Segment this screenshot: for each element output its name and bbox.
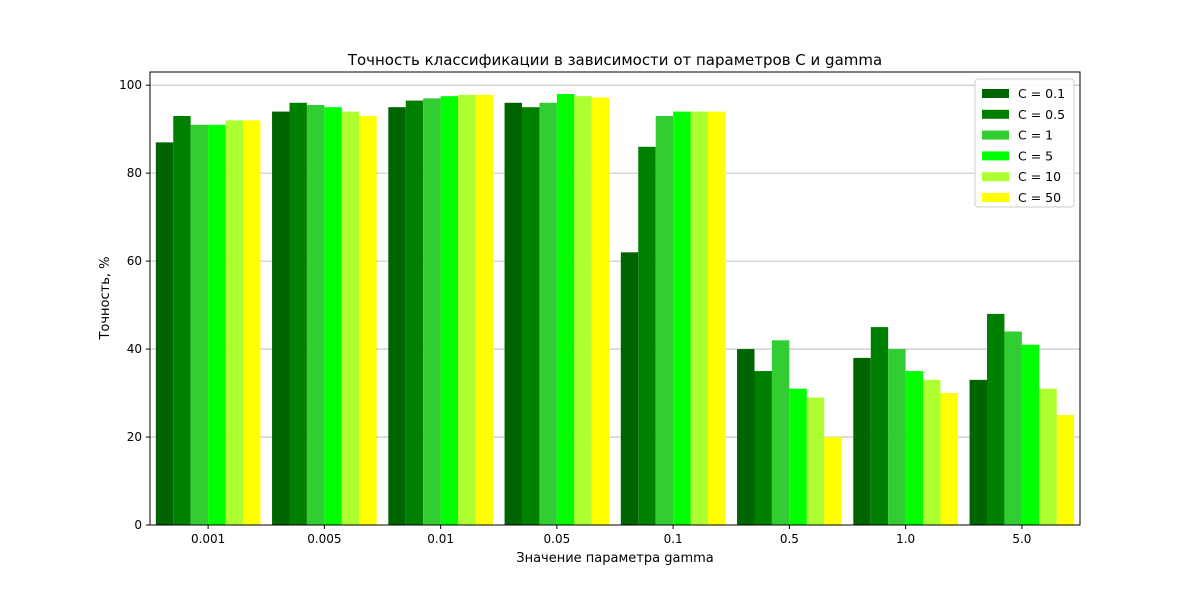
bar-0.1-series-1	[638, 146, 656, 526]
bar-0.001-series-5	[243, 120, 261, 526]
bar-0.5-series-2	[771, 340, 790, 525]
chart-title: Точность классификации в зависимости от …	[347, 51, 882, 69]
bar-0.05-series-4	[574, 96, 592, 525]
x-axis-label: Значение параметра gamma	[516, 551, 713, 566]
bar-1.0-series-4	[923, 379, 941, 525]
y-axis-label: Точность, %	[98, 256, 113, 340]
legend-label-2: C = 1	[1018, 128, 1053, 143]
legend: C = 0.1 C = 0.5 C = 1 C = 5 C = 10 C = 50	[974, 78, 1075, 208]
bar-0.01-series-4	[458, 94, 476, 525]
bar-0.5-series-5	[824, 437, 842, 525]
bar-0.5-series-1	[754, 371, 772, 525]
bar-0.1-series-3	[673, 111, 691, 526]
bar-5.0-series-5	[1056, 415, 1075, 525]
legend-swatch-3	[982, 151, 1009, 161]
x-axis: 0.001 0.005 0.01 0.05 0.1 0.5 1.0 5.0	[191, 525, 1031, 546]
bar-0.01-series-3	[440, 96, 459, 525]
y-axis: 0 20 40 60 80 100	[119, 78, 150, 532]
bar-0.05-series-0	[504, 102, 522, 525]
bar-0.001-series-3	[208, 124, 226, 525]
plot-frame	[149, 71, 1081, 526]
bar-0.01-series-5	[475, 94, 493, 525]
bar-0.01-series-2	[423, 98, 441, 525]
bar-0.005-series-3	[324, 107, 342, 526]
bar-1.0-series-2	[888, 349, 906, 525]
bar-0.5-series-3	[789, 388, 807, 525]
bar-0.005-series-5	[359, 115, 377, 525]
y-tick-label-3: 60	[127, 254, 142, 268]
bar-0.005-series-2	[306, 104, 325, 525]
bar-0.01-series-0	[388, 107, 406, 526]
legend-label-3: C = 5	[1018, 148, 1053, 163]
bar-0.1-series-0	[620, 252, 639, 526]
bar-0.5-series-4	[806, 397, 825, 525]
y-tick-label-5: 100	[119, 78, 142, 92]
bar-1.0-series-1	[870, 327, 889, 525]
bar-0.05-series-1	[522, 107, 540, 526]
legend-swatch-2	[982, 130, 1009, 140]
y-tick-label-0: 0	[134, 518, 142, 532]
x-tick-label-1: 0.005	[307, 532, 341, 546]
x-tick-label-3: 0.05	[544, 532, 571, 546]
bar-0.1-series-4	[690, 111, 708, 526]
legend-label-1: C = 0.5	[1018, 107, 1065, 122]
y-tick-label-1: 20	[127, 430, 142, 444]
x-tick-label-4: 0.1	[664, 532, 683, 546]
y-tick-label-4: 80	[127, 166, 142, 180]
x-tick-label-6: 1.0	[896, 532, 915, 546]
x-tick-label-5: 0.5	[780, 532, 799, 546]
bar-0.05-series-3	[556, 93, 575, 525]
bar-0.001-series-4	[225, 120, 243, 526]
legend-label-5: C = 50	[1018, 190, 1061, 205]
legend-swatch-0	[982, 89, 1009, 98]
bar-5.0-series-3	[1021, 344, 1040, 525]
bar-5.0-series-4	[1039, 388, 1057, 525]
y-tick-label-2: 40	[127, 342, 142, 356]
bar-0.1-series-5	[708, 111, 726, 526]
bar-0.005-series-0	[272, 111, 290, 526]
bar-5.0-series-2	[1004, 331, 1022, 525]
legend-swatch-4	[982, 172, 1009, 182]
bar-0.001-series-2	[190, 124, 209, 525]
x-tick-label-2: 0.01	[427, 532, 454, 546]
bar-0.005-series-4	[341, 111, 360, 526]
legend-label-4: C = 10	[1018, 169, 1061, 184]
bar-5.0-series-0	[969, 379, 987, 525]
bar-0.05-series-2	[539, 102, 557, 525]
bar-0.001-series-0	[155, 142, 174, 525]
bar-0.05-series-5	[591, 97, 610, 526]
bar-0.01-series-1	[405, 100, 424, 526]
bar-1.0-series-5	[940, 393, 958, 525]
bar-0.005-series-1	[289, 102, 307, 525]
x-tick-label-0: 0.001	[191, 532, 225, 546]
bar-0.5-series-0	[737, 349, 755, 525]
bar-1.0-series-0	[853, 357, 871, 525]
bar-0.1-series-2	[655, 115, 674, 525]
bars	[155, 93, 1075, 526]
bar-0.001-series-1	[173, 115, 191, 525]
legend-swatch-5	[982, 193, 1009, 202]
x-tick-label-7: 5.0	[1012, 532, 1031, 546]
legend-swatch-1	[982, 109, 1009, 119]
bar-5.0-series-1	[987, 313, 1005, 525]
bar-1.0-series-3	[905, 371, 924, 525]
legend-label-0: C = 0.1	[1018, 86, 1065, 101]
